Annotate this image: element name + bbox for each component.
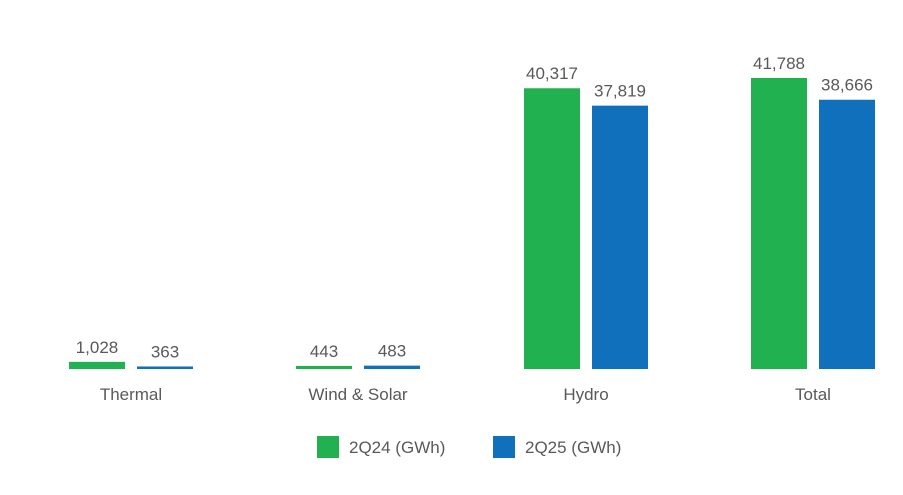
category-label-wind-solar: Wind & Solar <box>308 385 408 404</box>
category-label-hydro: Hydro <box>563 385 608 404</box>
category-label-total: Total <box>795 385 831 404</box>
bar-labels-layer: 1,028 363 443 483 40,317 37,819 41,788 38,666 <box>76 54 873 361</box>
bar-hydro-2q25 <box>592 105 648 369</box>
bars-layer <box>69 78 875 370</box>
legend-swatch-2q25 <box>493 436 515 458</box>
data-label-total-2q24: 41,788 <box>753 54 805 73</box>
data-label-total-2q25: 38,666 <box>821 76 873 95</box>
data-label-wind-solar-2q24: 443 <box>310 342 338 361</box>
data-label-hydro-2q24: 40,317 <box>526 64 578 83</box>
bar-thermal-2q24 <box>69 361 125 369</box>
bar-thermal-2q25 <box>137 366 193 369</box>
data-label-thermal-2q25: 363 <box>151 342 179 361</box>
bar-hydro-2q24 <box>524 88 580 369</box>
data-label-hydro-2q25: 37,819 <box>594 82 646 101</box>
bar-wind-solar-2q24 <box>296 365 352 369</box>
legend-label-2q25: 2Q25 (GWh) <box>525 438 621 457</box>
data-label-wind-solar-2q25: 483 <box>378 342 406 361</box>
legend-label-2q24: 2Q24 (GWh) <box>349 438 445 457</box>
category-labels-layer: Thermal Wind & Solar Hydro Total <box>100 385 831 404</box>
legend: 2Q24 (GWh) 2Q25 (GWh) <box>317 436 621 458</box>
bar-wind-solar-2q25 <box>364 365 420 369</box>
bar-total-2q25 <box>819 99 875 370</box>
data-label-thermal-2q24: 1,028 <box>76 338 119 357</box>
bar-total-2q24 <box>751 78 807 369</box>
legend-swatch-2q24 <box>317 436 339 458</box>
category-label-thermal: Thermal <box>100 385 162 404</box>
